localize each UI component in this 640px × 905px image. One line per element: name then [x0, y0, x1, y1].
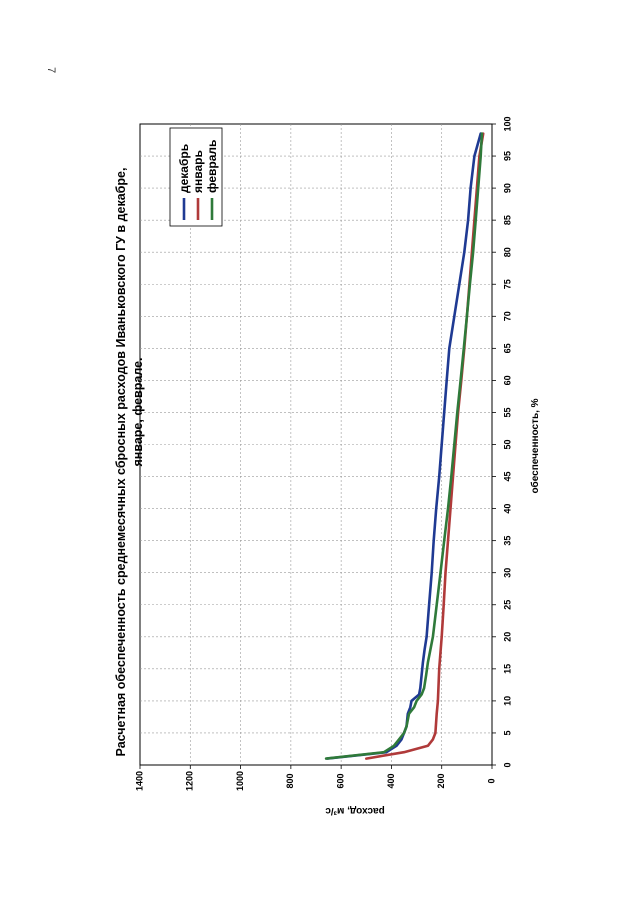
series-line-0 [325, 132, 483, 760]
y-tick-label: 600 [336, 773, 346, 788]
legend-label-1: январь [191, 150, 205, 193]
x-tick-label: 0 [502, 762, 512, 767]
x-tick-label: 15 [502, 664, 512, 674]
y-tick-label: 1000 [235, 771, 245, 791]
y-tick-label: 800 [285, 773, 295, 788]
legend: декабрь январь февраль [169, 127, 223, 227]
x-tick-label: 25 [502, 600, 512, 610]
y-tick-label: 200 [436, 773, 446, 788]
x-tick-label: 20 [502, 632, 512, 642]
x-tick-label: 50 [502, 439, 512, 449]
series-lines [324, 132, 485, 760]
y-axis-title: расход, м³/с [325, 805, 385, 816]
x-tick-label: 90 [502, 183, 512, 193]
y-tick-label: 0 [486, 778, 496, 783]
y-axis-ticks: 0 200 400 600 800 1000 1200 1400 [134, 765, 496, 791]
series-line-1 [364, 132, 485, 760]
x-tick-label: 70 [502, 311, 512, 321]
legend-label-0: декабрь [177, 144, 191, 193]
x-tick-label: 55 [502, 407, 512, 417]
x-tick-label: 45 [502, 472, 512, 482]
chart-title-line-2: январе, феврале. [131, 357, 145, 466]
x-tick-label: 85 [502, 215, 512, 225]
x-axis-ticks: 0 5 10 15 20 25 30 35 40 45 50 55 60 65 70 75 80 85 90 95 10… [492, 116, 512, 768]
x-tick-label: 10 [502, 696, 512, 706]
x-tick-label: 60 [502, 375, 512, 385]
y-tick-label: 400 [386, 773, 396, 788]
x-tick-label: 5 [502, 730, 512, 735]
x-tick-label: 30 [502, 568, 512, 578]
y-tick-label: 1200 [185, 771, 195, 791]
x-tick-label: 35 [502, 536, 512, 546]
series-line-2 [324, 132, 484, 760]
x-tick-label: 40 [502, 504, 512, 514]
x-tick-label: 80 [502, 247, 512, 257]
x-tick-label: 100 [502, 116, 512, 131]
chart-title: Расчетная обеспеченность среднемесячных … [114, 168, 145, 757]
x-tick-label: 65 [502, 343, 512, 353]
chart-title-line-1: Расчетная обеспеченность среднемесячных … [114, 168, 128, 757]
legend-label-2: февраль [205, 140, 219, 193]
x-axis-title: обеспеченность, % [529, 398, 541, 493]
x-tick-label: 95 [502, 151, 512, 161]
x-tick-label: 75 [502, 279, 512, 289]
legend-box [169, 127, 223, 227]
y-tick-label: 1400 [134, 771, 144, 791]
